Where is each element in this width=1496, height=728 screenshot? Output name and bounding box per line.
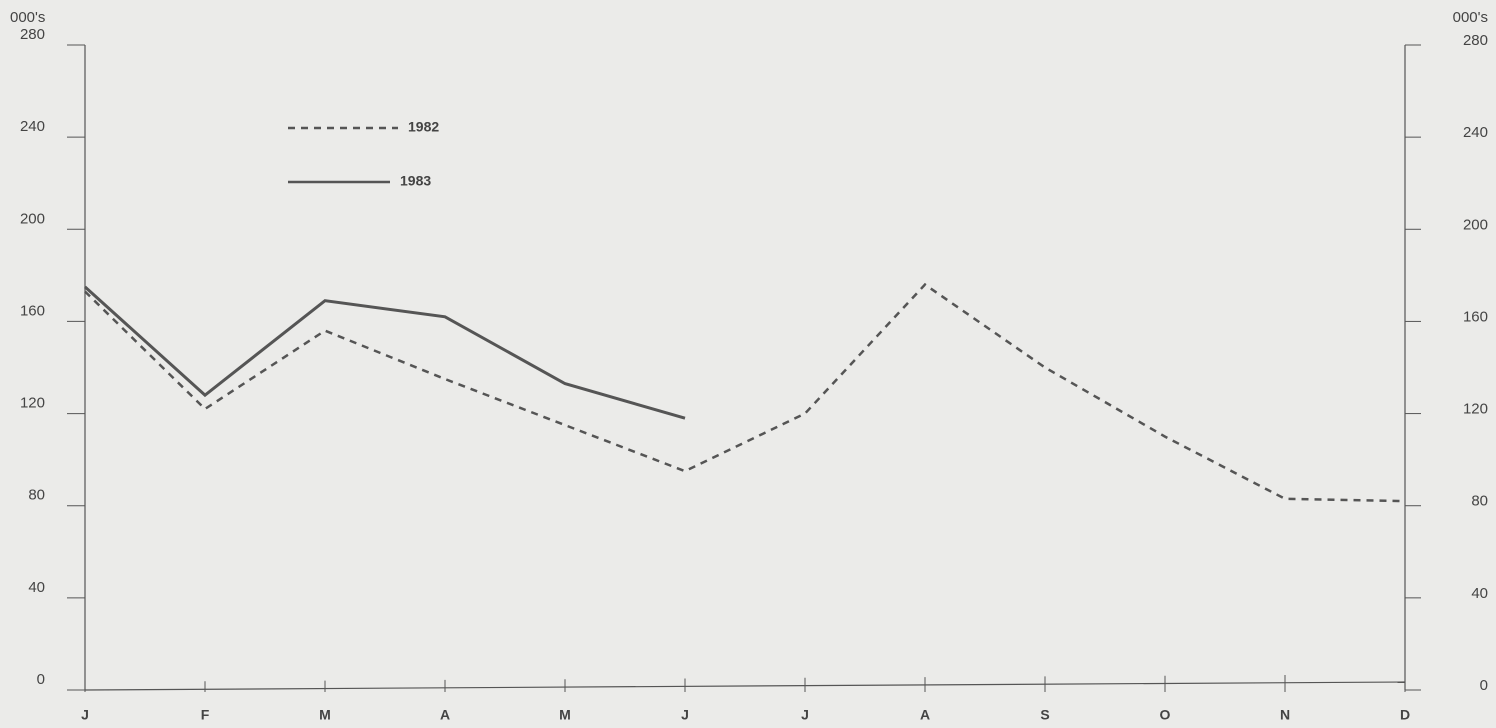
y2-tick-label: 120 [1463,401,1488,418]
y2-tick-label: 240 [1463,124,1488,141]
y-tick-label: 40 [28,579,45,596]
y-tick-label: 160 [20,302,45,319]
x-tick-label: N [1280,707,1290,723]
y-tick-label: 240 [20,118,45,135]
x-tick-label: F [201,707,210,723]
y2-axis-label: 000's [1453,9,1488,26]
y-tick-label: 120 [20,395,45,412]
y2-tick-label: 280 [1463,32,1488,49]
y-tick-label: 80 [28,487,45,504]
x-tick-label: O [1160,707,1171,723]
x-tick-label: D [1400,707,1410,723]
legend-label: 1982 [408,119,439,135]
y-tick-label: 280 [20,26,45,43]
y-axis-label: 000's [10,9,45,26]
x-tick-label: J [681,707,689,723]
legend-label: 1983 [400,173,431,189]
y2-tick-label: 160 [1463,308,1488,325]
series-line [84,282,1406,503]
x-axis [84,681,1406,691]
x-tick-label: J [81,707,89,723]
y-tick-label: 200 [20,210,45,227]
y2-tick-label: 80 [1471,493,1488,510]
x-tick-label: J [801,707,809,723]
x-tick-label: M [319,707,331,723]
y2-tick-label: 0 [1480,677,1488,694]
x-tick-label: S [1040,707,1049,723]
series-line [83,285,686,420]
y2-tick-label: 200 [1463,216,1488,233]
x-tick-label: A [920,707,930,723]
x-tick-label: A [440,707,450,723]
y-tick-label: 0 [37,671,45,688]
y2-tick-label: 40 [1471,585,1488,602]
x-tick-label: M [559,707,571,723]
